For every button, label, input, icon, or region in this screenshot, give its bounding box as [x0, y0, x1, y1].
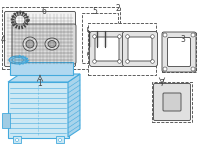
Circle shape — [88, 51, 95, 57]
Bar — [95, 27, 99, 31]
Circle shape — [93, 35, 96, 38]
Circle shape — [12, 12, 28, 28]
FancyBboxPatch shape — [90, 31, 124, 66]
FancyBboxPatch shape — [122, 31, 158, 66]
Text: 7: 7 — [160, 79, 164, 88]
Circle shape — [26, 40, 34, 48]
Circle shape — [163, 67, 167, 71]
FancyBboxPatch shape — [10, 61, 72, 75]
Circle shape — [93, 60, 96, 63]
FancyBboxPatch shape — [154, 83, 190, 121]
Circle shape — [23, 37, 37, 51]
FancyBboxPatch shape — [162, 32, 196, 72]
FancyBboxPatch shape — [12, 24, 76, 64]
FancyBboxPatch shape — [163, 93, 181, 111]
FancyBboxPatch shape — [2, 112, 10, 127]
Circle shape — [151, 35, 154, 38]
Bar — [103, 27, 107, 31]
Circle shape — [101, 52, 105, 56]
Text: 2: 2 — [116, 4, 120, 13]
Text: 6: 6 — [42, 6, 46, 15]
Ellipse shape — [45, 38, 59, 50]
FancyBboxPatch shape — [95, 37, 119, 61]
Text: 4: 4 — [1, 35, 6, 44]
FancyBboxPatch shape — [8, 81, 68, 137]
Text: 1: 1 — [38, 79, 42, 88]
FancyBboxPatch shape — [128, 37, 152, 61]
Text: 5: 5 — [93, 6, 97, 15]
Polygon shape — [68, 74, 80, 137]
Circle shape — [126, 35, 129, 38]
Bar — [88, 23, 156, 75]
Bar — [2, 7, 120, 69]
Circle shape — [100, 51, 106, 57]
Circle shape — [191, 33, 195, 37]
Bar — [87, 27, 91, 31]
Circle shape — [15, 15, 25, 25]
FancyBboxPatch shape — [4, 11, 76, 66]
Circle shape — [126, 60, 129, 63]
Circle shape — [163, 33, 167, 37]
FancyBboxPatch shape — [168, 37, 190, 66]
Circle shape — [118, 60, 121, 63]
Ellipse shape — [48, 41, 56, 47]
Circle shape — [58, 138, 62, 142]
Circle shape — [89, 52, 93, 56]
Circle shape — [151, 60, 154, 63]
Polygon shape — [8, 74, 80, 82]
Bar — [152, 82, 192, 122]
Circle shape — [16, 138, 18, 142]
Ellipse shape — [9, 56, 27, 64]
Ellipse shape — [12, 57, 24, 62]
Circle shape — [118, 35, 121, 38]
Bar — [162, 32, 196, 72]
Text: 3: 3 — [181, 35, 185, 44]
Bar — [56, 136, 64, 143]
Bar — [82, 13, 118, 63]
Bar — [13, 136, 21, 143]
Circle shape — [191, 67, 195, 71]
